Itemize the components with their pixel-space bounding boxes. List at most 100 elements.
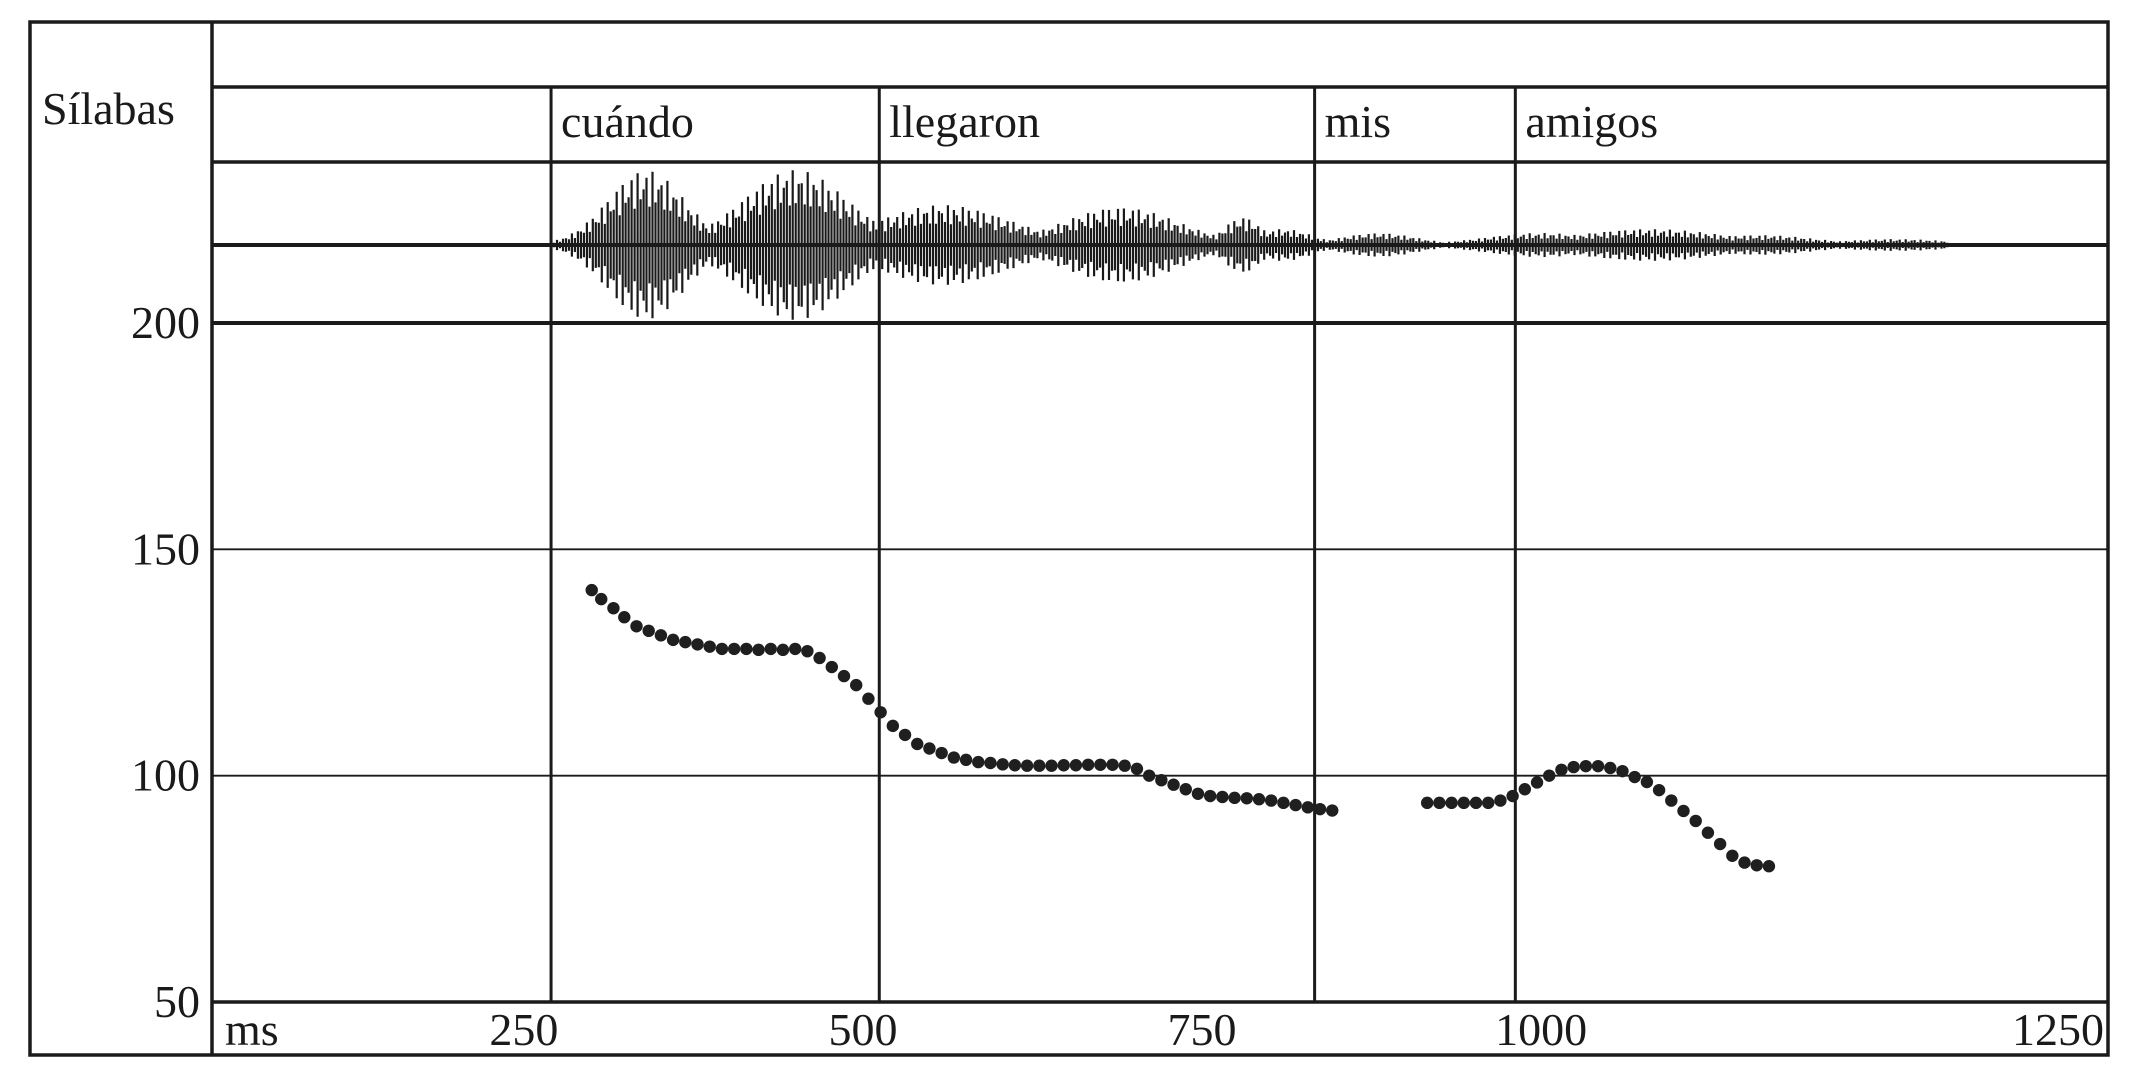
pitch-point xyxy=(1228,791,1241,805)
pitch-point xyxy=(1591,759,1605,773)
pitch-point xyxy=(679,635,692,649)
pitch-point xyxy=(630,620,643,633)
pitch-point xyxy=(984,756,997,770)
x-tick-label: 500 xyxy=(828,1004,897,1055)
pitch-series xyxy=(1420,759,1776,873)
syllable-label: cuándo xyxy=(561,96,694,147)
pitch-point xyxy=(1167,778,1180,791)
pitch-point xyxy=(1130,762,1144,776)
pitch-point xyxy=(1240,792,1253,805)
waveform-layer xyxy=(212,170,2108,320)
pitch-point xyxy=(1216,790,1229,804)
pitch-point xyxy=(972,755,985,769)
pitch-point xyxy=(1762,860,1776,873)
pitch-point xyxy=(740,642,753,656)
pitch-point xyxy=(1616,764,1629,778)
pitch-point xyxy=(1689,814,1702,828)
pitch-point xyxy=(1518,783,1532,796)
pitch-point xyxy=(752,643,765,657)
x-tick-label: 250 xyxy=(489,1004,558,1055)
pitch-point xyxy=(1118,759,1131,772)
pitch-point xyxy=(959,753,973,767)
pitch-point xyxy=(1191,787,1205,800)
pitch-point xyxy=(607,601,620,615)
pitch-point xyxy=(1494,794,1507,807)
pitch-point xyxy=(837,669,851,683)
pitch-point xyxy=(1057,759,1070,772)
syllable-label: mis xyxy=(1325,96,1391,147)
pitch-point xyxy=(1081,758,1095,772)
y-tick-label: 200 xyxy=(131,297,200,348)
pitch-point xyxy=(850,678,863,692)
y-tick-label: 50 xyxy=(154,976,200,1027)
pitch-point xyxy=(1008,759,1022,772)
y-tick-label: 100 xyxy=(131,750,200,801)
y-tick-label: 150 xyxy=(131,523,200,574)
pitch-point xyxy=(935,746,948,760)
x-unit-label: ms xyxy=(225,1004,279,1055)
grid-layer: 50 100 150 200 cuándo llegaron mis amigos 250 500… xyxy=(28,20,2110,1057)
pitch-point xyxy=(1567,760,1580,774)
pitch-point xyxy=(776,643,790,657)
pitch-point xyxy=(691,638,704,651)
pitch-point xyxy=(618,611,631,624)
pitch-point xyxy=(1738,856,1751,869)
pitch-point xyxy=(996,758,1009,771)
pitch-point xyxy=(1530,776,1544,789)
pitch-point xyxy=(923,742,936,755)
pitch-series xyxy=(585,583,1339,817)
pitch-point xyxy=(1665,794,1678,807)
pitch-point xyxy=(595,592,608,606)
pitch-point xyxy=(1179,783,1192,796)
pitch-point xyxy=(1069,759,1083,772)
tier-label: Sílabas xyxy=(42,83,175,134)
pitch-point xyxy=(813,651,826,665)
pitch-point xyxy=(1203,789,1217,803)
pitch-point xyxy=(1701,826,1715,839)
syllable-label: amigos xyxy=(1525,96,1658,147)
syllable-label: llegaron xyxy=(889,96,1040,147)
pitch-point xyxy=(1750,859,1763,872)
pitch-point xyxy=(1579,759,1593,773)
pitch-point xyxy=(1045,759,1058,772)
pitch-point xyxy=(1289,798,1302,812)
pitch-point xyxy=(1155,773,1168,787)
pitch-point xyxy=(1726,849,1739,862)
pitch-point xyxy=(1094,758,1107,772)
pitch-point xyxy=(1301,801,1315,814)
pitch-point xyxy=(1628,770,1641,784)
pitch-point xyxy=(1640,775,1654,789)
pitch-point xyxy=(1482,796,1495,810)
pitch-point xyxy=(642,624,655,638)
pitch-point xyxy=(898,728,912,742)
pitch-point xyxy=(1033,759,1046,772)
pitch-point xyxy=(1543,769,1556,782)
pitch-point xyxy=(862,692,875,705)
pitch-point xyxy=(1106,758,1119,772)
pitch-point xyxy=(666,633,680,647)
pitch-point xyxy=(1326,804,1339,817)
pitch-point xyxy=(1433,796,1446,810)
pitch-point xyxy=(727,642,741,656)
outer-frame xyxy=(28,20,2110,1057)
pitch-point xyxy=(1506,789,1519,803)
pitch-point xyxy=(1469,796,1483,810)
pitch-point xyxy=(703,640,716,653)
pitch-point xyxy=(1555,763,1568,776)
pitch-point xyxy=(1445,796,1458,810)
pitch-point xyxy=(1677,804,1690,818)
x-tick-label: 750 xyxy=(1168,1004,1237,1055)
pitch-point xyxy=(715,642,729,656)
waveform-trace xyxy=(550,170,1949,320)
pitch-point xyxy=(1457,796,1470,810)
pitch-point xyxy=(886,719,900,733)
pitch-point xyxy=(585,583,598,597)
pitch-point xyxy=(1420,796,1434,810)
pitch-point xyxy=(1252,793,1266,806)
pitch-point xyxy=(801,644,814,658)
pitch-point xyxy=(1265,794,1278,807)
pitch-point xyxy=(1604,761,1617,775)
pitch-point xyxy=(654,629,668,642)
pitch-points-layer xyxy=(585,583,1776,873)
